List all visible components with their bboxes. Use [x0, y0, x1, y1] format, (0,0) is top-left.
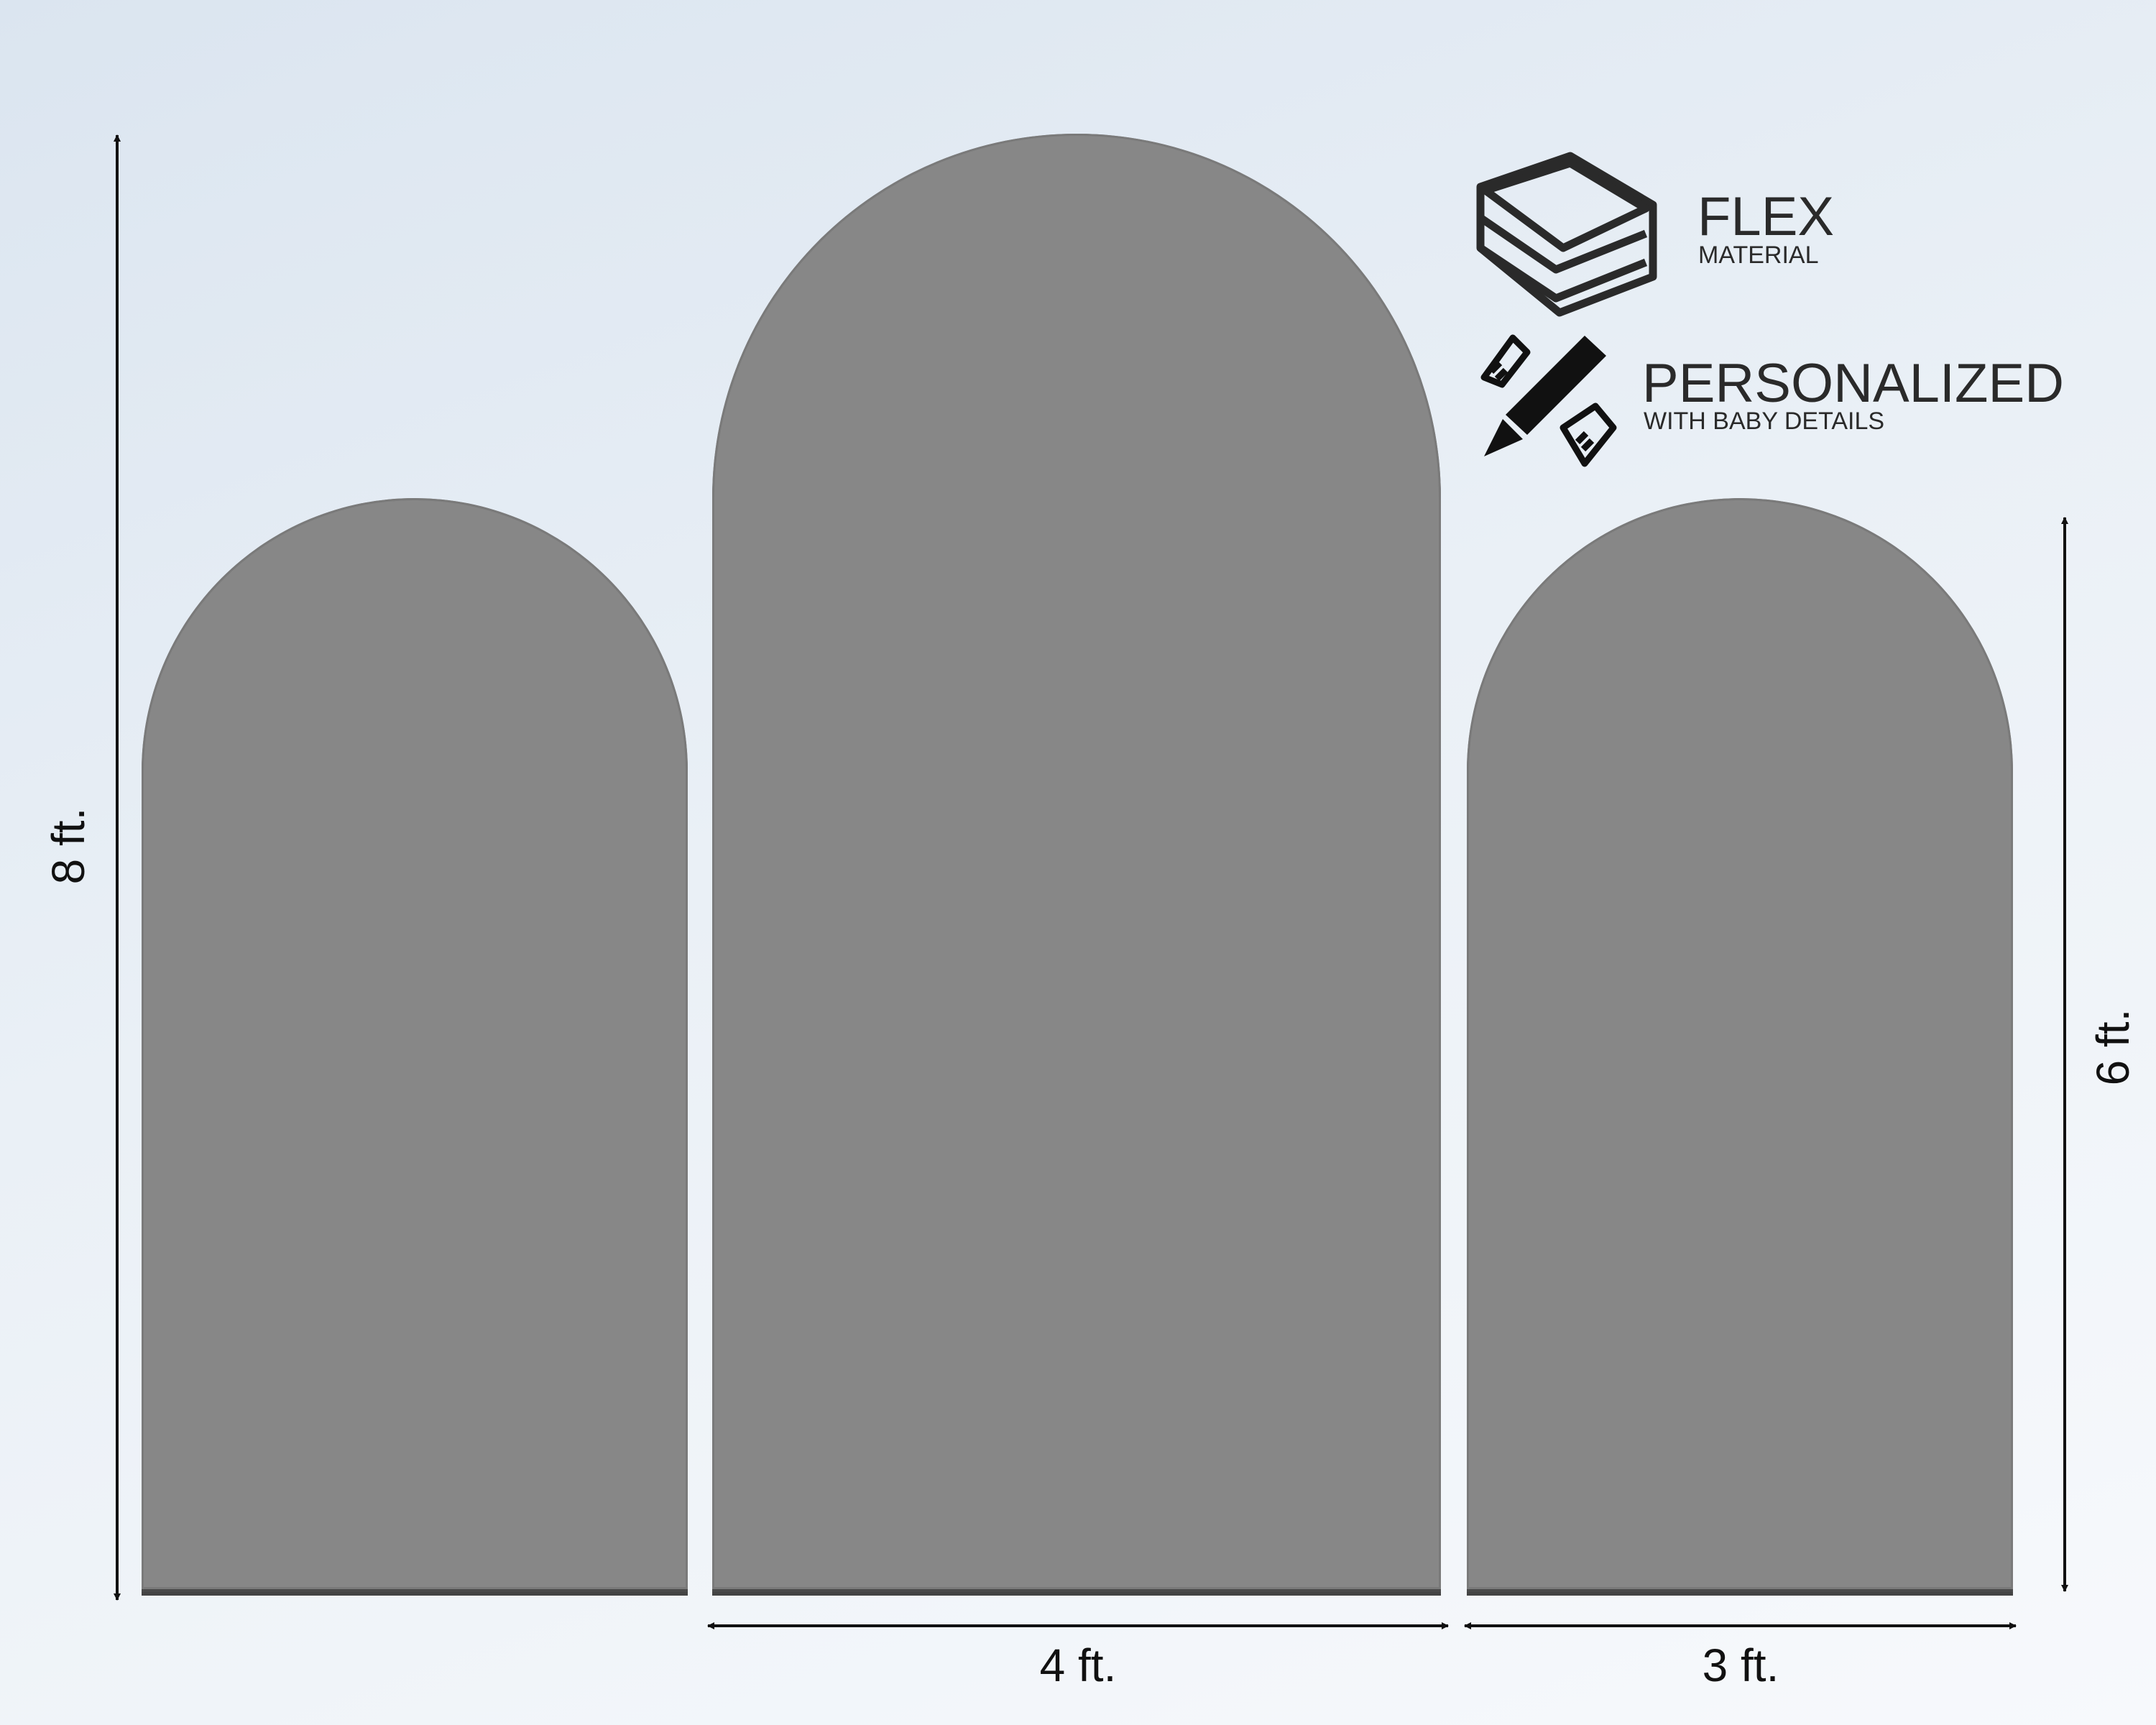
layers-icon — [1476, 152, 1657, 317]
feature-subtitle-material: MATERIAL — [1698, 242, 1819, 269]
height-label-6ft: 6 ft. — [2087, 1008, 2139, 1086]
pencil-ruler-icon — [1480, 334, 1617, 467]
feature-title-flex: FLEX — [1697, 186, 1835, 247]
feature-subtitle-baby-details: WITH BABY DETAILS — [1644, 408, 1885, 435]
height-label-8ft: 8 ft. — [42, 807, 94, 885]
right-arch-panel — [1467, 498, 2013, 1592]
feature-title-personalized: PERSONALIZED — [1642, 353, 2065, 414]
center-arch-panel — [712, 134, 1441, 1592]
width-label-4ft: 4 ft. — [1039, 1639, 1117, 1691]
left-arch-panel — [142, 498, 688, 1592]
width-label-3ft: 3 ft. — [1702, 1639, 1779, 1691]
